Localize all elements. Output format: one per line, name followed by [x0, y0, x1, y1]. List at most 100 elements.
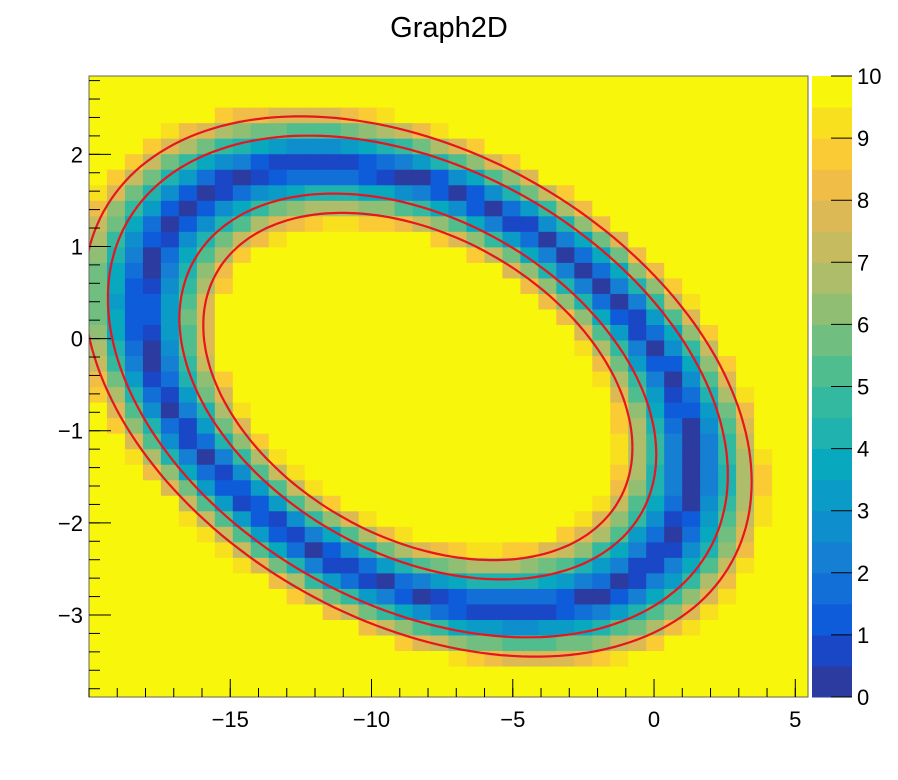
heatmap-cell: [592, 215, 611, 232]
heatmap-cell: [628, 495, 647, 512]
contour-line: [202, 211, 634, 562]
heatmap-cell: [754, 557, 773, 574]
heatmap-cell: [718, 215, 737, 232]
heatmap-cell: [412, 184, 432, 201]
heatmap-cell: [682, 417, 701, 434]
heatmap-cell: [592, 246, 611, 263]
heatmap-cell: [790, 308, 809, 325]
heatmap-cell: [628, 324, 647, 341]
heatmap-cell: [754, 262, 773, 279]
heatmap-cell: [322, 231, 342, 248]
heatmap-cell: [214, 324, 234, 341]
heatmap-cell: [664, 526, 683, 543]
heatmap-cell: [754, 324, 773, 341]
heatmap-cell: [520, 277, 539, 294]
heatmap-cell: [592, 308, 611, 325]
heatmap-cell: [394, 433, 414, 450]
heatmap-cell: [214, 339, 234, 357]
heatmap-cell: [664, 386, 683, 403]
heatmap-cell: [268, 417, 288, 434]
heatmap-cell: [574, 231, 593, 248]
heatmap-cell: [376, 355, 396, 372]
heatmap-cell: [142, 246, 162, 263]
heatmap-cell: [178, 510, 198, 527]
heatmap-cell: [646, 76, 665, 93]
heatmap-cell: [700, 138, 719, 155]
heatmap-cell: [286, 510, 306, 527]
heatmap-cell: [250, 355, 270, 372]
heatmap-cell: [89, 634, 108, 652]
heatmap-cell: [628, 355, 647, 372]
heatmap-cell: [376, 681, 396, 698]
heatmap-cell: [646, 200, 665, 217]
heatmap-cell: [502, 634, 521, 652]
heatmap-cell: [484, 355, 504, 372]
heatmap-cell: [160, 417, 180, 434]
heatmap-cell: [790, 402, 809, 419]
heatmap-cell: [160, 122, 180, 139]
heatmap-cell: [466, 479, 486, 496]
heatmap-cell: [736, 479, 755, 496]
heatmap-cell: [610, 541, 629, 558]
heatmap-cell: [502, 262, 521, 279]
heatmap-cell: [592, 464, 611, 481]
heatmap-cell: [322, 619, 342, 636]
heatmap-cell: [646, 510, 665, 527]
heatmap-cell: [682, 200, 701, 217]
heatmap-cell: [142, 603, 162, 620]
heatmap-cell: [448, 650, 468, 667]
heatmap-cell: [700, 246, 719, 263]
heatmap-cell: [520, 402, 539, 419]
heatmap-cell: [106, 138, 126, 155]
heatmap-cell: [304, 495, 324, 512]
heatmap-cell: [520, 510, 539, 527]
heatmap-cell: [430, 448, 450, 465]
heatmap-cell: [646, 665, 665, 683]
heatmap-cell: [574, 448, 593, 465]
heatmap-cell: [430, 402, 450, 419]
heatmap-cell: [286, 619, 306, 636]
heatmap-cell: [178, 417, 198, 434]
heatmap-cell: [700, 417, 719, 434]
heatmap-cell: [178, 541, 198, 558]
heatmap-cell: [484, 588, 504, 605]
heatmap-cell: [340, 541, 360, 558]
heatmap-cell: [412, 464, 432, 481]
heatmap-cell: [700, 464, 719, 481]
heatmap-cell: [700, 588, 719, 605]
heatmap-cell: [718, 339, 737, 357]
heatmap-cell: [214, 215, 234, 232]
heatmap-cell: [304, 619, 324, 636]
heatmap-cell: [268, 231, 288, 248]
heatmap-cell: [736, 91, 755, 108]
heatmap-cell: [376, 262, 396, 279]
heatmap-cell: [394, 650, 414, 667]
heatmap-cell: [628, 184, 647, 201]
heatmap-cell: [394, 526, 414, 543]
heatmap-cell: [160, 246, 180, 263]
heatmap-cell: [556, 246, 575, 263]
heatmap-cell: [250, 665, 270, 683]
heatmap-cell: [646, 681, 665, 698]
heatmap-cell: [538, 510, 557, 527]
heatmap-cell: [286, 91, 306, 108]
heatmap-cell: [574, 433, 593, 450]
heatmap-cell: [574, 262, 593, 279]
heatmap-cell: [718, 153, 737, 170]
heatmap-cell: [556, 153, 575, 170]
z-tick-label: 4: [857, 437, 869, 462]
heatmap-cell: [736, 76, 755, 93]
heatmap-cell: [160, 572, 180, 589]
heatmap-cell: [790, 215, 809, 232]
heatmap-cell: [322, 91, 342, 108]
heatmap-cell: [538, 588, 557, 605]
heatmap-cell: [250, 262, 270, 279]
heatmap-cell: [286, 246, 306, 263]
heatmap-cell: [664, 184, 683, 201]
x-tick-label: 5: [789, 707, 801, 732]
heatmap-cell: [646, 169, 665, 186]
heatmap-cell: [89, 681, 108, 698]
heatmap-cell: [430, 355, 450, 372]
heatmap-cell: [592, 122, 611, 139]
heatmap-cell: [430, 122, 450, 139]
